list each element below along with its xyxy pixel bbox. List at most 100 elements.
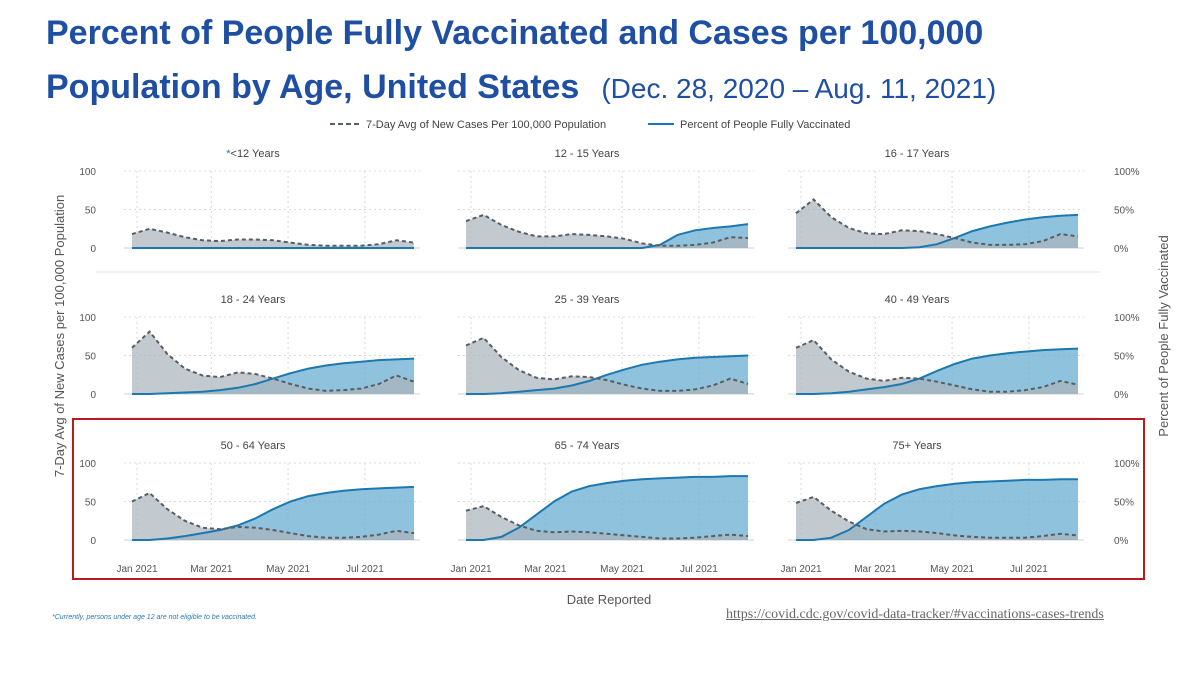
panels: *<12 Years 100 50 0 12 - 15 Years 16 - 17 Yea… [79,148,1139,575]
x-tick-label: Jul 2021 [1010,564,1048,575]
cases-line [465,505,749,540]
y-left-tick-label: 100 [79,459,96,470]
panel-title-text: 25 - 39 Years [555,294,620,306]
y-left-tick-label: 100 [79,167,96,178]
panel-title-text: <12 Years [231,148,281,160]
vaccinated-area [796,479,1078,540]
vaccinated-line [796,478,1078,541]
panel-title-text: 75+ Years [892,440,942,452]
panel-title-text: 65 - 74 Years [555,440,620,452]
cases-area [466,506,748,540]
vaccinated-area [466,476,748,540]
x-tick-label: Mar 2021 [190,564,233,575]
cases-line [131,227,415,247]
legend-cases-label: 7-Day Avg of New Cases Per 100,000 Popul… [366,119,606,131]
panel-title-text: 40 - 49 Years [885,294,950,306]
title-date-range: (Dec. 28, 2020 – Aug. 11, 2021) [601,73,997,104]
panel-16-17-years: 16 - 17 Years 100% 50% 0% [788,148,1140,255]
x-tick-label: Jul 2021 [346,564,384,575]
vaccinated-line [132,357,415,395]
cases-area [132,228,414,248]
title-line-2: Population by Age, United States (Dec. 28… [46,60,1176,116]
panel-title: 75+ Years [892,440,942,452]
vaccinated-line [796,213,1079,249]
vaccinated-area [466,224,748,248]
cases-area [796,340,1078,394]
x-tick-label: Jan 2021 [780,564,822,575]
panel-title: 50 - 64 Years [221,440,286,452]
x-axis-title: Date Reported [567,592,652,607]
panel-40-49-years: 40 - 49 Years 100% 50% 0% [788,294,1140,401]
panel-title: 40 - 49 Years [885,294,950,306]
y-right-tick-label: 50% [1114,206,1134,217]
cases-line [795,338,1079,393]
legend: 7-Day Avg of New Cases Per 100,000 Popul… [330,119,850,131]
x-tick-label: Jan 2021 [116,564,158,575]
cases-area [466,337,748,394]
eligibility-marker: * [226,148,231,160]
title-line-2-text: Population by Age, United States [46,68,580,106]
y-right-tick-label: 50% [1114,352,1134,363]
cases-area [132,331,414,394]
y-left-axis-title: 7-Day Avg of New Cases per 100,000 Popul… [52,195,67,477]
source-link[interactable]: https://covid.cdc.gov/covid-data-tracker… [726,607,1104,622]
vaccinated-line [132,485,415,541]
x-tick-label: Jul 2021 [680,564,718,575]
y-left-tick-label: 100 [79,313,96,324]
footnote: *Currently, persons under age 12 are not… [52,614,257,621]
y-left-tick-label: 50 [85,498,97,509]
panel-title-text: 50 - 64 Years [221,440,286,452]
cases-line [465,336,749,392]
x-tick-label: Mar 2021 [854,564,897,575]
panel-title: 16 - 17 Years [885,148,950,160]
y-right-tick-label: 100% [1114,459,1140,470]
y-left-tick-label: 50 [85,352,97,363]
y-right-tick-label: 0% [1114,390,1129,401]
panel-18-24-years: 18 - 24 Years 100 50 0 [79,294,420,401]
y-right-tick-label: 100% [1114,167,1140,178]
highlight-box [72,418,1145,580]
x-tick-label: May 2021 [600,564,644,575]
panel-75-years: 75+ Years 100% 50% 0% Jan 2021 Mar 2021 May 20… [780,440,1139,575]
cases-line [131,330,415,392]
panel-title-text: 18 - 24 Years [221,294,286,306]
cases-line [795,198,1079,246]
panel-65-74-years: 65 - 74 Years Jan 2021 Mar 2021 May 2021 Jul… [450,440,754,575]
y-right-axis-title: Percent of People Fully Vaccinated [1156,235,1171,436]
panel-25-39-years: 25 - 39 Years [458,294,754,395]
y-right-tick-label: 50% [1114,498,1134,509]
y-right-tick-label: 100% [1114,313,1140,324]
panel-title: 25 - 39 Years [555,294,620,306]
cases-area [796,199,1078,248]
vaccinated-area [132,486,414,540]
y-left-tick-label: 50 [85,206,97,217]
cases-line [465,213,749,247]
vaccinated-line [466,475,748,541]
cases-area [466,214,748,248]
cases-area [132,493,414,540]
y-right-tick-label: 0% [1114,536,1129,547]
panel-12-years: *<12 Years 100 50 0 [79,148,420,255]
chart-title: Percent of People Fully Vaccinated and C… [46,6,1176,116]
legend-vaccinated-label: Percent of People Fully Vaccinated [680,119,850,131]
panel-50-64-years: 50 - 64 Years 100 50 0 Jan 2021 Mar 2021 May 2… [79,440,420,575]
x-tick-label: May 2021 [930,564,974,575]
vaccinated-line [466,223,749,249]
cases-line [131,491,415,539]
x-tick-label: Mar 2021 [524,564,567,575]
title-line-1: Percent of People Fully Vaccinated and C… [46,14,984,52]
panel-title: 12 - 15 Years [555,148,620,160]
panel-title: *<12 Years [226,148,280,160]
axes: 7-Day Avg of New Cases per 100,000 Popul… [52,195,1171,607]
vaccinated-line [796,347,1079,395]
panel-title-text: 12 - 15 Years [555,148,620,160]
cases-line [795,495,1079,539]
panel-title: 65 - 74 Years [555,440,620,452]
vaccinated-area [466,355,748,394]
y-left-tick-label: 0 [90,390,96,401]
x-tick-label: May 2021 [266,564,310,575]
y-right-tick-label: 0% [1114,244,1129,255]
x-tick-label: Jan 2021 [450,564,492,575]
panel-title-text: 16 - 17 Years [885,148,950,160]
